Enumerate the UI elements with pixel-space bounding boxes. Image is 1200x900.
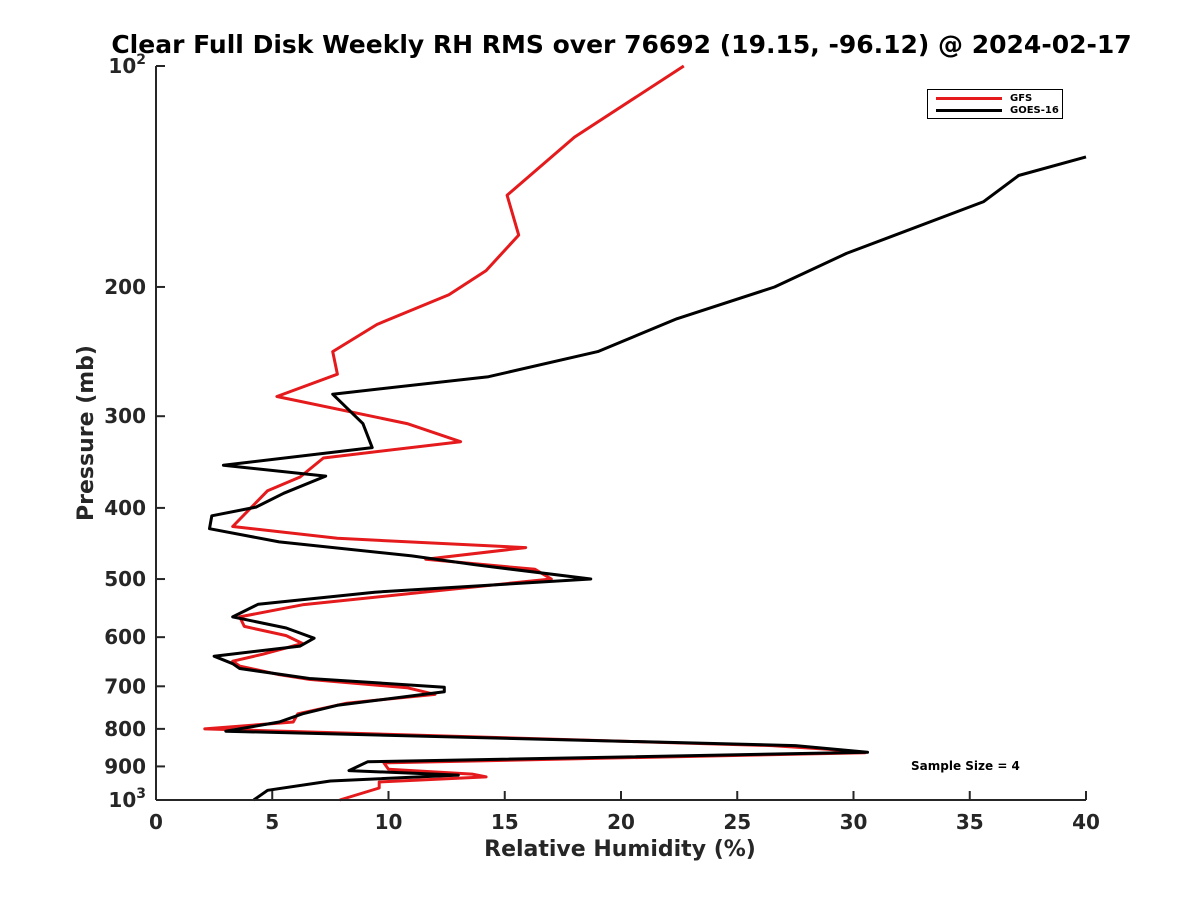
y-tick-label: 300: [104, 404, 146, 428]
y-axis-label: Pressure (mb): [74, 345, 99, 521]
sample-size-annotation: Sample Size = 4: [911, 759, 1020, 773]
legend-label-goes16: GOES-16: [1010, 104, 1059, 116]
x-tick-label: 10: [375, 810, 403, 834]
x-axis-label: Relative Humidity (%): [484, 837, 756, 862]
y-tick-label: 700: [104, 674, 146, 698]
chart-title: Clear Full Disk Weekly RH RMS over 76692…: [111, 30, 1132, 59]
legend-label-gfs: GFS: [1010, 92, 1033, 104]
x-tick-label: 35: [956, 810, 984, 834]
y-tick-label: 500: [104, 567, 146, 591]
x-tick-label: 20: [607, 810, 635, 834]
series-line-gfs: [203, 64, 867, 802]
legend-entry-goes16: GOES-16: [936, 104, 1059, 116]
y-tick-label: 102: [108, 52, 146, 78]
y-tick-label: 900: [104, 754, 146, 778]
x-tick-label: 0: [149, 810, 163, 834]
y-tick-label: 400: [104, 496, 146, 520]
x-tick-label: 25: [723, 810, 751, 834]
x-tick-label: 40: [1072, 810, 1100, 834]
legend-entry-gfs: GFS: [936, 92, 1032, 104]
y-tick-label: 800: [104, 717, 146, 741]
legend-swatch-goes16: [936, 108, 1002, 112]
y-tick-label: 200: [104, 275, 146, 299]
legend: GFS GOES-16: [927, 89, 1063, 119]
x-tick-label: 15: [491, 810, 519, 834]
y-tick-label: 103: [108, 786, 146, 812]
x-tick-label: 5: [265, 810, 279, 834]
x-tick-label: 30: [840, 810, 868, 834]
series-line-goes16: [208, 155, 1087, 802]
legend-swatch-gfs: [936, 96, 1002, 100]
y-tick-label: 600: [104, 625, 146, 649]
